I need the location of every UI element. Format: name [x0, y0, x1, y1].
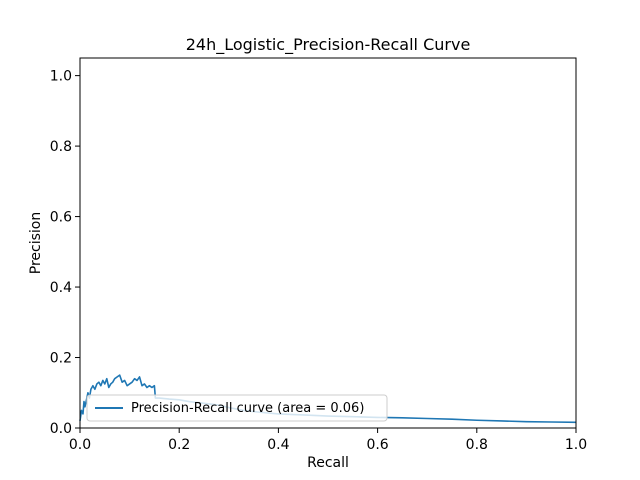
y-tick-label: 0.4	[50, 280, 72, 296]
x-tick-label: 0.0	[69, 437, 91, 453]
legend-box	[86, 394, 388, 422]
x-tick-label: 0.8	[466, 437, 488, 453]
x-tick-label: 1.0	[565, 437, 587, 453]
y-tick-label: 0.6	[50, 210, 72, 226]
x-tick-label: 0.4	[267, 437, 289, 453]
y-tick-label: 1.0	[50, 69, 72, 85]
legend: Precision-Recall curve (area = 0.06)	[86, 394, 388, 422]
x-axis: 0.0 0.2 0.4 0.6 0.8 1.0	[69, 428, 587, 453]
y-axis-label: Precision	[28, 212, 44, 274]
legend-entry-label: Precision-Recall curve (area = 0.06)	[131, 401, 364, 416]
x-tick-label: 0.6	[366, 437, 388, 453]
x-tick-label: 0.2	[168, 437, 190, 453]
y-tick-label: 0.0	[50, 421, 72, 437]
y-tick-label: 0.8	[50, 139, 72, 155]
axes-frame	[79, 57, 577, 429]
y-axis: 0.0 0.2 0.4 0.6 0.8 1.0	[50, 69, 80, 437]
chart-title: 24h_Logistic_Precision-Recall Curve	[186, 35, 471, 55]
y-tick-label: 0.2	[50, 351, 72, 367]
x-axis-label: Recall	[307, 455, 349, 471]
